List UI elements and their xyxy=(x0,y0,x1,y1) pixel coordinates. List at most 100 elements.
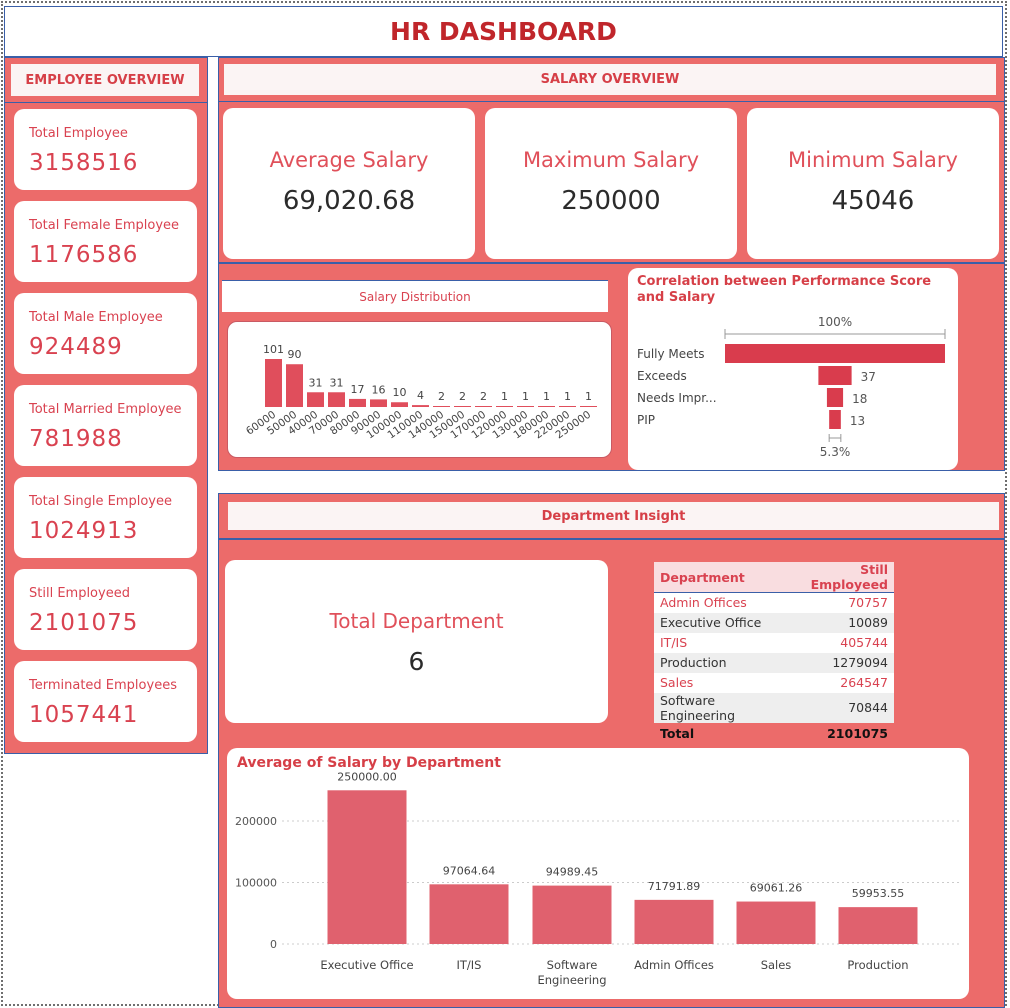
salary-distribution-data-label: 4 xyxy=(417,389,424,402)
kpi-card-still-employed: Still Employeed 2101075 xyxy=(14,569,197,650)
department-table-wrapper: Department Still Employeed Admin Offices… xyxy=(654,562,896,745)
employee-overview-title: EMPLOYEE OVERVIEW xyxy=(11,64,199,96)
salary-distribution-bar xyxy=(475,406,492,407)
kpi-card-terminated-employees: Terminated Employees 1057441 xyxy=(14,661,197,742)
salary-distribution-bar xyxy=(412,405,429,407)
kpi-card-minimum-salary: Minimum Salary 45046 xyxy=(747,108,999,259)
department-insight-title: Department Insight xyxy=(228,502,999,530)
x-tick-label: Executive Office xyxy=(320,958,413,972)
kpi-label: Total Female Employee xyxy=(29,218,180,233)
avg-salary-by-department-chart: 0 100000 200000 250000.00 Executive Office 97… xyxy=(235,770,962,987)
department-salary-data-label: 69061.26 xyxy=(750,882,803,895)
kpi-label: Still Employeed xyxy=(29,586,130,601)
avg-salary-chart-title: Average of Salary by Department xyxy=(237,755,501,771)
salary-distribution-bar xyxy=(370,399,387,407)
funnel-bar xyxy=(826,388,844,407)
table-cell-still-employed: 10089 xyxy=(848,615,888,630)
table-row[interactable]: Sales 264547 xyxy=(654,672,894,693)
x-tick-label: Admin Offices xyxy=(634,958,714,972)
salary-distribution-bar xyxy=(517,406,534,407)
correlation-card: Correlation between Performance Score an… xyxy=(628,268,958,470)
salary-distribution-bar xyxy=(454,406,471,407)
table-cell-department: Sales xyxy=(660,675,694,690)
kpi-value: 1176586 xyxy=(29,242,139,268)
salary-distribution-data-label: 31 xyxy=(309,376,323,389)
funnel-bar xyxy=(725,344,945,363)
kpi-card-total-employee: Total Employee 3158516 xyxy=(14,109,197,190)
funnel-value-label: 13 xyxy=(850,414,865,428)
department-salary-data-label: 71791.89 xyxy=(648,880,701,893)
kpi-value: 781988 xyxy=(29,426,123,452)
table-cell-department: Production xyxy=(660,655,727,670)
salary-distribution-data-label: 1 xyxy=(564,390,571,403)
salary-distribution-data-label: 10 xyxy=(393,386,407,399)
table-total-label: Total xyxy=(660,726,695,741)
salary-distribution-data-label: 2 xyxy=(459,390,466,403)
kpi-label: Minimum Salary xyxy=(788,148,958,172)
y-tick-label: 100000 xyxy=(235,877,277,890)
x-tick-label: Software xyxy=(547,958,598,972)
total-department-card: Total Department 6 xyxy=(225,560,608,723)
table-row[interactable]: Production 1279094 xyxy=(654,652,894,673)
total-department-label: Total Department xyxy=(329,609,504,633)
kpi-card-total-female-employee: Total Female Employee 1176586 xyxy=(14,201,197,282)
salary-distribution-bar xyxy=(307,392,324,407)
salary-overview-title: SALARY OVERVIEW xyxy=(224,64,996,95)
salary-distribution-data-label: 1 xyxy=(522,390,529,403)
table-row[interactable]: IT/IS 405744 xyxy=(654,632,894,653)
column-header-department[interactable]: Department xyxy=(660,569,745,585)
total-department-value: 6 xyxy=(408,647,425,676)
salary-distribution-bar xyxy=(496,406,513,407)
kpi-label: Total Single Employee xyxy=(29,494,172,509)
salary-distribution-card: 101 60000 90 50000 31 40000 31 70000 17 80000 16 90… xyxy=(227,321,612,458)
kpi-value: 2101075 xyxy=(29,610,139,636)
kpi-value: 3158516 xyxy=(29,150,139,176)
department-salary-bar xyxy=(838,907,918,944)
funnel-category-label: PIP xyxy=(637,413,655,427)
dashboard-title: HR DASHBOARD xyxy=(390,17,617,46)
table-total-row: Total 2101075 xyxy=(654,722,894,745)
kpi-label: Total Male Employee xyxy=(29,310,163,325)
table-row[interactable]: Software Engineering 70844 xyxy=(654,692,894,723)
department-salary-data-label: 59953.55 xyxy=(852,887,905,900)
salary-distribution-data-label: 1 xyxy=(543,390,550,403)
kpi-card-total-single-employee: Total Single Employee 1024913 xyxy=(14,477,197,558)
kpi-label: Terminated Employees xyxy=(29,678,177,693)
salary-distribution-data-label: 1 xyxy=(501,390,508,403)
kpi-value: 250000 xyxy=(561,186,661,216)
table-cell-department: Software Engineering xyxy=(660,692,735,723)
kpi-value: 1057441 xyxy=(29,702,139,728)
column-header-still-employed[interactable]: Still Employeed xyxy=(810,562,888,592)
funnel-category-label: Exceeds xyxy=(637,369,687,383)
salary-distribution-data-label: 31 xyxy=(330,376,344,389)
salary-distribution-bar xyxy=(328,392,345,407)
table-cell-still-employed: 70844 xyxy=(848,700,888,715)
salary-distribution-title: Salary Distribution xyxy=(359,289,471,304)
table-header-row: Department Still Employeed xyxy=(654,562,894,593)
kpi-value: 69,020.68 xyxy=(282,186,416,216)
kpi-card-average-salary: Average Salary 69,020.68 xyxy=(223,108,475,259)
table-total-value: 2101075 xyxy=(827,726,888,741)
table-cell-still-employed: 264547 xyxy=(840,675,888,690)
funnel-value-label: 37 xyxy=(861,370,876,384)
salary-distribution-bar xyxy=(349,398,366,407)
salary-distribution-bar xyxy=(580,406,597,407)
department-salary-data-label: 97064.64 xyxy=(443,864,496,877)
kpi-value: 1024913 xyxy=(29,518,139,544)
kpi-value: 924489 xyxy=(29,334,123,360)
department-salary-bar xyxy=(429,884,509,944)
table-row[interactable]: Admin Offices 70757 xyxy=(654,592,894,613)
table-row[interactable]: Executive Office 10089 xyxy=(654,612,894,633)
table-cell-department: IT/IS xyxy=(660,635,688,650)
table-cell-still-employed: 1279094 xyxy=(832,655,888,670)
table-cell-department: Executive Office xyxy=(660,615,762,630)
kpi-label: Average Salary xyxy=(269,148,429,172)
x-tick-label: IT/IS xyxy=(457,958,482,972)
funnel-value-label: 18 xyxy=(852,392,867,406)
salary-distribution-data-label: 2 xyxy=(438,390,445,403)
salary-distribution-data-label: 1 xyxy=(585,390,592,403)
salary-overview-header-frame xyxy=(218,57,1005,102)
x-tick-label: Engineering xyxy=(538,973,607,987)
avg-salary-by-department-card: Average of Salary by Department 0 100000 2… xyxy=(227,748,969,999)
department-salary-bar xyxy=(532,885,612,944)
